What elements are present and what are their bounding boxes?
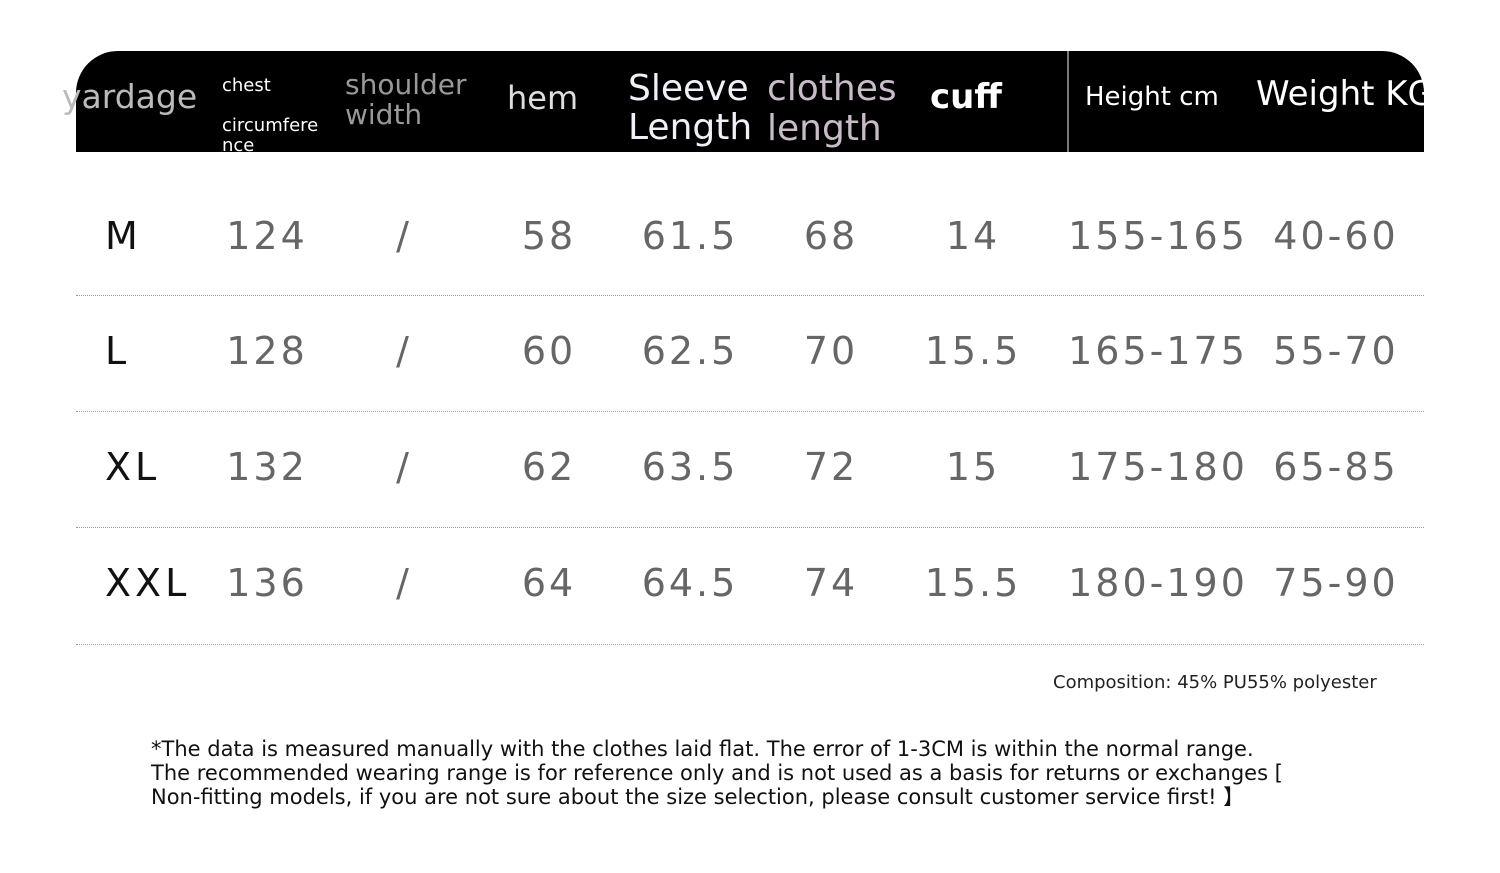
cell-height: 175-180 [1068, 445, 1248, 489]
cell-weight: 55-70 [1273, 329, 1399, 373]
cell-sleeve: 61.5 [641, 214, 739, 258]
row-divider [76, 295, 1424, 296]
cell-length: 74 [803, 561, 859, 605]
cell-chest: 124 [226, 214, 308, 258]
header-bar [76, 51, 1424, 152]
header-hem: hem [507, 79, 579, 117]
cell-hem: 62 [521, 445, 577, 489]
composition-text: Composition: 45% PU55% polyester [1053, 672, 1377, 693]
header-sleeve-2: Length [628, 107, 753, 148]
header-chest-1: chest [222, 75, 271, 96]
measurement-note: *The data is measured manually with the … [151, 737, 1283, 809]
note-line: The recommended wearing range is for ref… [151, 761, 1283, 785]
row-divider [76, 644, 1424, 645]
size-label: L [105, 329, 131, 373]
header-clothes-1: clothes [767, 68, 897, 109]
cell-hem: 58 [521, 214, 577, 258]
cell-hem: 60 [521, 329, 577, 373]
cell-sleeve: 63.5 [641, 445, 739, 489]
cell-cuff: 15.5 [924, 561, 1022, 605]
cell-sleeve: 64.5 [641, 561, 739, 605]
header-shoulder-2: width [345, 98, 423, 131]
header-weight: Weight KG [1256, 77, 1424, 113]
cell-chest: 128 [226, 329, 308, 373]
size-label: M [105, 214, 142, 258]
header-chest-2: circumfere [222, 115, 319, 136]
cell-cuff: 15 [945, 445, 1001, 489]
cell-shoulder: / [396, 329, 412, 373]
cell-cuff: 14 [945, 214, 1001, 258]
cell-hem: 64 [521, 561, 577, 605]
cell-chest: 132 [226, 445, 308, 489]
header-divider [1067, 51, 1069, 152]
cell-shoulder: / [396, 561, 412, 605]
size-label: XL [105, 445, 161, 489]
cell-height: 155-165 [1068, 214, 1248, 258]
size-label: XXL [105, 561, 191, 605]
header-chest-3: nce [222, 135, 255, 156]
cell-height: 165-175 [1068, 329, 1248, 373]
cell-cuff: 15.5 [924, 329, 1022, 373]
cell-weight: 65-85 [1273, 445, 1399, 489]
header-height: Height cm [1085, 82, 1219, 112]
header-shoulder-1: shoulder [345, 68, 467, 101]
cell-shoulder: / [396, 445, 412, 489]
header-clothes-2: length [767, 108, 882, 149]
cell-length: 68 [803, 214, 859, 258]
cell-sleeve: 62.5 [641, 329, 739, 373]
header-sleeve-1: Sleeve [628, 68, 749, 109]
cell-weight: 75-90 [1273, 561, 1399, 605]
note-line: Non-fitting models, if you are not sure … [151, 785, 1245, 809]
row-divider [76, 527, 1424, 528]
cell-chest: 136 [226, 561, 308, 605]
cell-height: 180-190 [1068, 561, 1248, 605]
header-cuff: cuff [930, 77, 1002, 117]
header-yardage: yardage [62, 77, 198, 116]
cell-length: 72 [803, 445, 859, 489]
row-divider [76, 411, 1424, 412]
cell-weight: 40-60 [1273, 214, 1399, 258]
cell-length: 70 [803, 329, 859, 373]
cell-shoulder: / [396, 214, 412, 258]
note-line: *The data is measured manually with the … [151, 737, 1254, 761]
